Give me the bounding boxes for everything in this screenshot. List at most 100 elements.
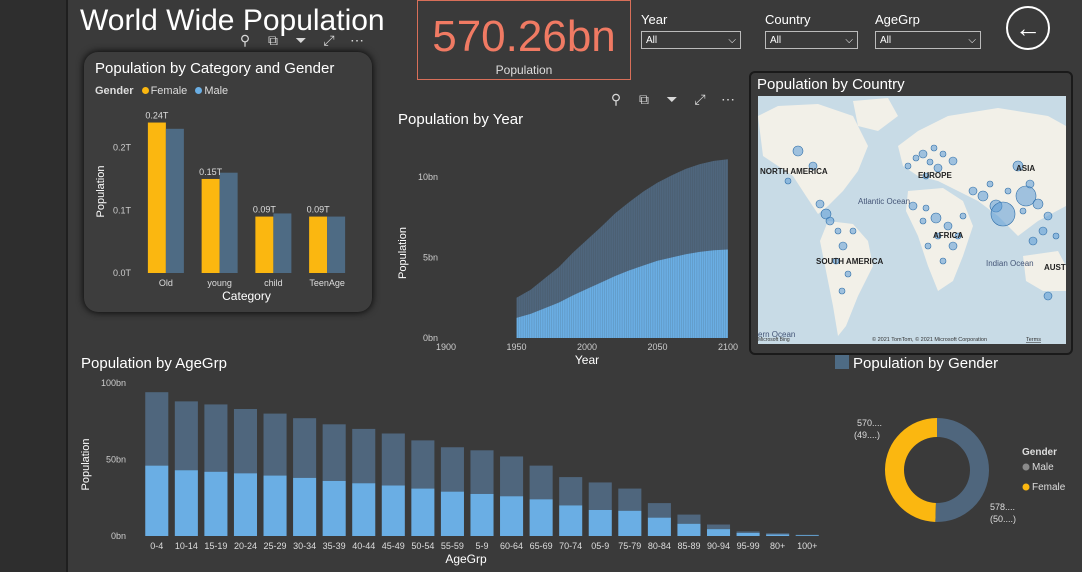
map-bubble[interactable] [838,287,846,295]
bar-male[interactable] [327,216,346,273]
bar-female[interactable] [677,523,701,536]
map-bubble[interactable] [815,199,825,209]
bar-male[interactable] [529,465,553,500]
map-bubble[interactable] [919,217,927,225]
map-bubble[interactable] [924,242,932,250]
bar-male[interactable] [381,433,405,486]
bar-female[interactable] [766,534,790,536]
map-bubble[interactable] [986,180,994,188]
bar-male[interactable] [219,172,238,273]
bar-female[interactable] [411,488,435,536]
map-bubble[interactable] [1043,211,1053,221]
bar-female[interactable] [647,517,671,536]
bar-male[interactable] [273,213,292,273]
bar-male[interactable] [647,503,671,518]
bar-female[interactable] [381,485,405,536]
map-bubble[interactable] [908,201,918,211]
bar-male[interactable] [677,514,701,524]
map-bubble[interactable] [912,154,920,162]
bar-female[interactable] [293,477,317,536]
map-bubble[interactable] [1043,291,1053,301]
bar-female[interactable] [233,473,258,536]
map-bubble[interactable] [844,270,852,278]
pin-icon[interactable]: ⚲ [610,91,622,107]
map-bubble[interactable] [820,208,832,220]
year-dropdown[interactable]: All ⌵ [641,31,741,49]
map-bubble[interactable] [939,150,947,158]
donut-slice-female[interactable] [884,418,937,522]
bar-male[interactable] [263,413,287,476]
filter-icon[interactable]: ⏷ [295,32,307,48]
map-bubble[interactable] [939,257,947,265]
focus-mode-icon[interactable]: ⤢ [323,32,335,48]
pin-icon[interactable]: ⚲ [239,32,251,48]
bar-male[interactable] [559,477,583,506]
bar-male[interactable] [706,524,731,530]
map-bubble[interactable] [922,172,930,180]
bar-male[interactable] [500,456,524,497]
map-bubbles[interactable] [784,144,1060,301]
bar-male[interactable] [411,440,435,489]
bar-male[interactable] [766,533,790,535]
bar-male[interactable] [174,401,198,471]
bar-female[interactable] [559,505,583,536]
bar-female[interactable] [500,496,524,536]
bar-female[interactable] [174,470,198,536]
bar-female[interactable] [736,532,760,536]
area-female[interactable] [516,249,729,338]
bar-female[interactable] [309,216,328,273]
bar-female[interactable] [322,480,346,536]
copy-icon[interactable]: ⧉ [639,91,649,107]
bar-female[interactable] [145,465,169,536]
map-bubble[interactable] [1025,179,1035,189]
more-options-icon[interactable]: ⋯ [350,32,364,48]
bar-female[interactable] [147,122,166,274]
bar-female[interactable] [263,475,287,536]
bar-male[interactable] [233,409,258,474]
map-bubble[interactable] [930,144,938,152]
map-bubble[interactable] [1019,207,1027,215]
country-dropdown[interactable]: All ⌵ [765,31,858,49]
donut-slice-male[interactable] [935,418,989,522]
bar-female[interactable] [588,509,612,536]
bar-female[interactable] [529,499,553,536]
bar-female[interactable] [255,216,274,273]
world-map[interactable]: NORTH AMERICA EUROPE ASIA AFRICA SOUTH A… [758,96,1066,344]
more-options-icon[interactable]: ⋯ [721,91,735,107]
bar-male[interactable] [440,447,464,492]
map-bubble[interactable] [1032,198,1044,210]
agegrp-dropdown[interactable]: All ⌵ [875,31,981,49]
map-bubble[interactable] [1004,187,1012,195]
bar-female[interactable] [352,483,376,536]
bar-male[interactable] [165,128,184,273]
bar-female[interactable] [706,529,731,536]
bar-male[interactable] [470,450,494,494]
filter-icon[interactable]: ⏷ [666,91,678,107]
map-bubble[interactable] [990,201,1016,227]
bar-male[interactable] [618,488,642,511]
bar-female[interactable] [201,178,220,273]
bar-female[interactable] [470,493,494,536]
bar-male[interactable] [322,424,346,481]
map-bubble[interactable] [825,216,835,226]
bar-male[interactable] [293,418,317,478]
map-bubble[interactable] [832,257,840,265]
map-bubble[interactable] [808,161,818,171]
map-bubble[interactable] [968,186,978,196]
bar-female[interactable] [204,471,228,536]
map-bubble[interactable] [834,227,842,235]
bar-female[interactable] [618,510,642,536]
map-terms-link[interactable]: Terms [1026,337,1041,343]
bar-male[interactable] [588,482,612,510]
map-bubble[interactable] [849,227,857,235]
bar-female[interactable] [440,491,464,536]
map-bubble[interactable] [918,149,928,159]
map-bubble[interactable] [954,232,962,240]
map-bubble[interactable] [1052,232,1060,240]
focus-mode-icon[interactable]: ⤢ [694,91,706,107]
back-button[interactable]: ← [1006,6,1050,50]
map-bubble[interactable] [934,232,942,240]
bar-male[interactable] [736,531,760,533]
map-bubble[interactable] [959,212,967,220]
map-bubble[interactable] [1015,185,1037,207]
